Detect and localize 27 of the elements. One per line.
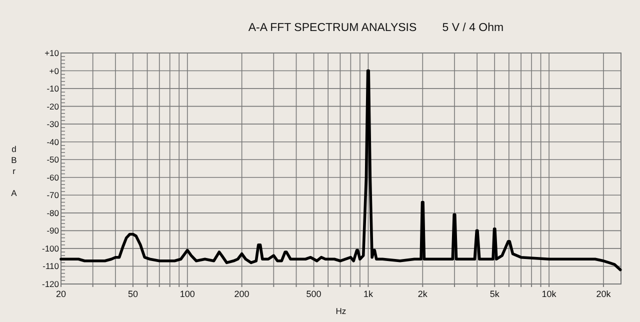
x-tick-label: 5k <box>490 289 500 299</box>
x-tick-label: 500 <box>306 289 322 299</box>
x-tick-label: 1k <box>363 289 374 299</box>
y-tick-label: -30 <box>46 119 60 130</box>
x-tick-label: 100 <box>180 289 195 299</box>
y-tick-label: -50 <box>46 154 60 165</box>
y-tick-label: -80 <box>46 208 60 218</box>
y-tick-label: -10 <box>46 84 60 94</box>
y-tick-label: +10 <box>44 48 60 58</box>
x-tick-label: 20 <box>56 289 66 299</box>
x-tick-label: 20k <box>596 289 612 299</box>
x-tick-label: 200 <box>234 289 250 299</box>
y-tick-label: +0 <box>49 66 60 76</box>
y-tick-label: -60 <box>46 172 60 182</box>
text: dBr A <box>11 144 17 198</box>
x-axis-title: Hz <box>336 306 346 316</box>
chart-title: A-A FFT SPECTRUM ANALYSIS 5 V / 4 Ohm <box>248 22 504 34</box>
x-tick-label: 2k <box>418 289 428 299</box>
y-tick-label: -120 <box>42 279 60 289</box>
y-tick-label: -20 <box>46 101 60 112</box>
x-tick-label: 50 <box>128 289 138 299</box>
y-tick-label: -40 <box>46 136 60 147</box>
y-tick-label: -110 <box>42 261 60 272</box>
y-tick-label: -70 <box>46 190 60 200</box>
y-tick-label: -90 <box>46 226 60 236</box>
y-tick-label: -100 <box>42 243 60 254</box>
x-tick-label: 10k <box>542 289 557 299</box>
